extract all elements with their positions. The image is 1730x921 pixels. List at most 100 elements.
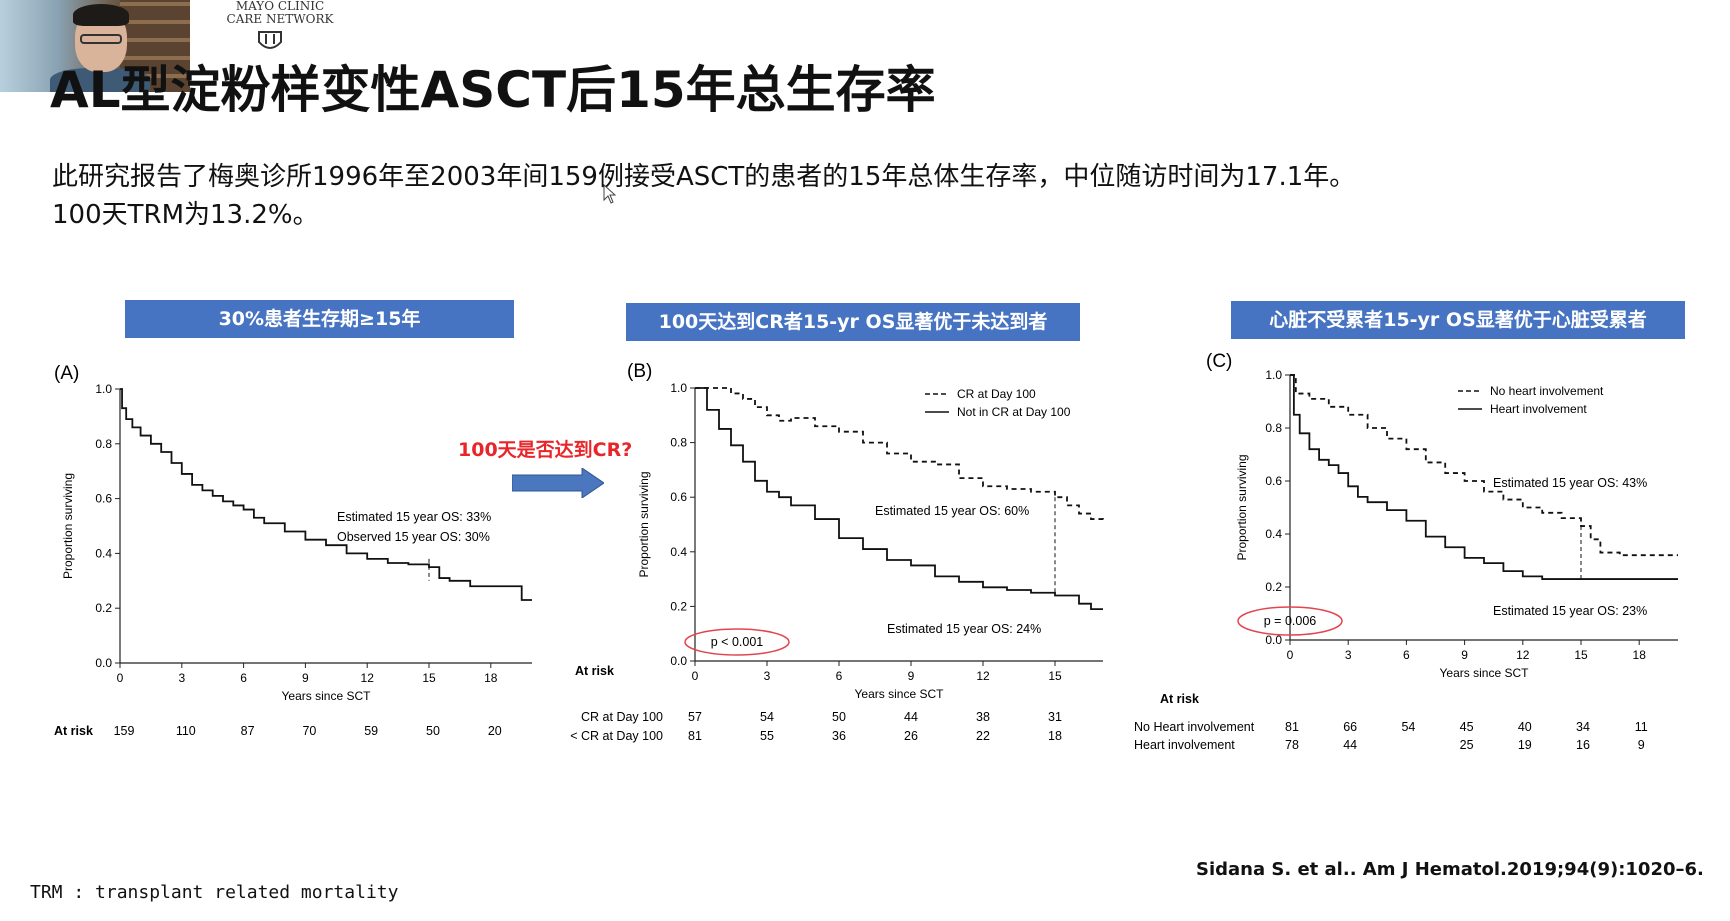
- km-curve-series-1: [1290, 374, 1678, 580]
- y-tick-label: 0.0: [670, 654, 687, 668]
- x-tick-label: 3: [178, 671, 185, 685]
- at-risk-row-label: CR at Day 100: [581, 710, 663, 724]
- at-risk-value: 81: [1285, 720, 1299, 734]
- y-axis-label: Proportion surviving: [61, 473, 75, 579]
- pvalue-label: p = 0.006: [1264, 614, 1317, 628]
- pvalue-circle: [1237, 606, 1343, 636]
- cr-question-callout: 100天是否达到CR?: [458, 439, 633, 461]
- at-risk-value: 40: [1518, 720, 1532, 734]
- at-risk-value: 57: [688, 710, 702, 724]
- x-tick-label: 3: [764, 669, 771, 683]
- at-risk-value: 11: [1635, 720, 1648, 734]
- at-risk-row-label: < CR at Day 100: [570, 729, 663, 743]
- y-tick-label: 0.8: [1265, 421, 1282, 435]
- panel-label: (B): [627, 361, 652, 382]
- at-risk-value: 31: [1048, 710, 1062, 724]
- intro-line1: 此研究报告了梅奥诊所1996年至2003年间159例接受ASCT的患者的15年总…: [52, 162, 1356, 192]
- logo-line2: CARE NETWORK: [226, 12, 334, 26]
- y-tick-label: 0.6: [95, 492, 112, 506]
- at-risk-value: 66: [1343, 720, 1357, 734]
- presenter-webcam: [0, 0, 190, 92]
- km-curve-series-0: [120, 388, 532, 601]
- at-risk-value: 16: [1576, 738, 1590, 752]
- x-axis-label: Years since SCT: [1440, 666, 1530, 680]
- x-tick-label: 0: [117, 671, 124, 685]
- intro-text: 此研究报告了梅奥诊所1996年至2003年间159例接受ASCT的患者的15年总…: [52, 158, 1692, 234]
- trm-footnote: TRM : transplant related mortality: [30, 882, 399, 903]
- y-tick-label: 0.2: [95, 601, 112, 615]
- at-risk-value: 44: [1343, 738, 1357, 752]
- presenter-hair: [73, 4, 129, 26]
- y-tick-label: 0.4: [670, 545, 687, 559]
- legend-label: CR at Day 100: [957, 387, 1036, 401]
- at-risk-value: 110: [176, 724, 196, 738]
- x-tick-label: 6: [1403, 648, 1410, 662]
- at-risk-value: 18: [1048, 729, 1062, 743]
- y-tick-label: 0.8: [95, 437, 112, 451]
- x-tick-label: 18: [1633, 648, 1647, 662]
- legend-label: Heart involvement: [1490, 402, 1587, 416]
- y-tick-label: 0.2: [1265, 580, 1282, 594]
- x-axis-label: Years since SCT: [282, 689, 372, 703]
- at-risk-value: 20: [488, 724, 502, 738]
- km-curve-series-1: [695, 387, 1103, 611]
- x-tick-label: 0: [692, 669, 699, 683]
- at-risk-value: 70: [302, 724, 316, 738]
- citation-reference: Sidana S. et al.. Am J Hematol.2019;94(9…: [1196, 859, 1704, 880]
- logo-line1: MAYO CLINIC: [235, 0, 325, 13]
- os-annotation: Estimated 15 year OS: 23%: [1493, 604, 1647, 618]
- x-tick-label: 9: [908, 669, 915, 683]
- pvalue-circle: [684, 628, 790, 656]
- x-tick-label: 6: [836, 669, 843, 683]
- x-axis-label: Years since SCT: [855, 687, 945, 701]
- y-tick-label: 1.0: [1265, 368, 1282, 382]
- y-tick-label: 1.0: [95, 382, 112, 396]
- x-tick-label: 9: [302, 671, 309, 685]
- y-tick-label: 0.6: [1265, 474, 1282, 488]
- km-chart-a: (A) 0.0 0.2 0.4 0.6 0.8 1.0 0 3 6 9 12 15 18 Years sin…: [54, 363, 532, 738]
- os-annotation: Estimated 15 year OS: 24%: [887, 622, 1041, 636]
- mayo-logo: MAYO CLINIC CARE NETWORK: [205, 0, 355, 36]
- x-tick-label: 6: [240, 671, 247, 685]
- at-risk-value: 34: [1576, 720, 1590, 734]
- km-curve-series-0: [695, 387, 1104, 522]
- banner-panel-a: 30%患者生存期≥15年: [125, 300, 514, 338]
- x-tick-label: 3: [1345, 648, 1352, 662]
- x-tick-label: 12: [361, 671, 375, 685]
- at-risk-value: 25: [1460, 738, 1474, 752]
- at-risk-value: 50: [426, 724, 440, 738]
- at-risk-header: At risk: [54, 724, 93, 738]
- y-tick-label: 0.0: [1265, 633, 1282, 647]
- x-tick-label: 0: [1287, 648, 1294, 662]
- at-risk-header: At risk: [1160, 692, 1199, 706]
- y-tick-label: 0.6: [670, 490, 687, 504]
- panel-label: (A): [54, 363, 79, 384]
- presenter-body: [50, 68, 150, 92]
- x-tick-label: 15: [422, 671, 436, 685]
- x-tick-label: 9: [1461, 648, 1468, 662]
- mayo-shield-icon: [258, 31, 282, 49]
- at-risk-header: At risk: [575, 664, 614, 678]
- x-tick-label: 12: [1516, 648, 1530, 662]
- banner-panel-b: 100天达到CR者15-yr OS显著优于未达到者: [626, 303, 1080, 341]
- os-annotation: Estimated 15 year OS: 60%: [875, 504, 1029, 518]
- at-risk-value: 45: [1460, 720, 1474, 734]
- at-risk-value: 50: [832, 710, 846, 724]
- y-axis-label: Proportion surviving: [637, 471, 651, 577]
- at-risk-row-label: No Heart involvement: [1134, 720, 1255, 734]
- at-risk-value: 81: [688, 729, 702, 743]
- at-risk-value: 159: [114, 724, 135, 738]
- at-risk-value: 44: [904, 710, 918, 724]
- x-tick-label: 12: [976, 669, 990, 683]
- at-risk-value: 22: [976, 729, 990, 743]
- x-tick-label: 15: [1048, 669, 1062, 683]
- legend-label: No heart involvement: [1490, 384, 1604, 398]
- panel-label: (C): [1206, 351, 1232, 372]
- at-risk-value: 36: [832, 729, 846, 743]
- mouse-cursor-icon: [603, 184, 617, 204]
- y-tick-label: 1.0: [670, 381, 687, 395]
- km-chart-c: (C) 0.0 0.2 0.4 0.6 0.8 1.0 0 3 6 9 12 15 18 Years sin…: [1134, 351, 1678, 752]
- km-curve-series-0: [1290, 374, 1678, 557]
- os-annotation: Observed 15 year OS: 30%: [337, 530, 490, 544]
